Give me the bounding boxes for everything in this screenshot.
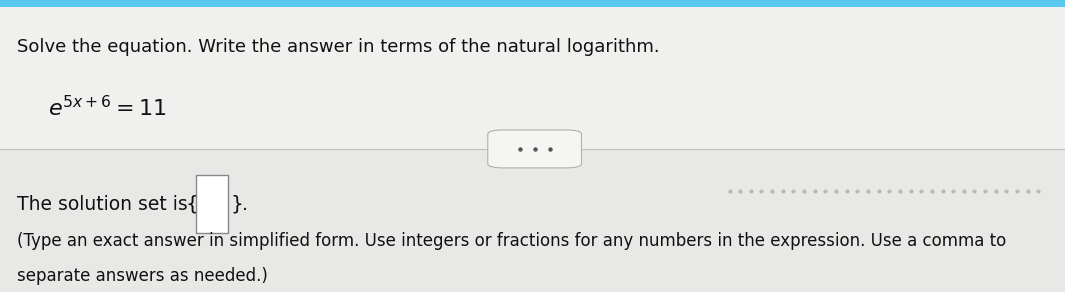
Text: $e^{5x+6}=11$: $e^{5x+6}=11$ <box>48 95 167 121</box>
Text: The solution set is: The solution set is <box>17 195 194 214</box>
Bar <box>0 0 1065 149</box>
FancyBboxPatch shape <box>196 175 228 233</box>
Bar <box>0 0 1065 7</box>
Bar <box>0 149 1065 292</box>
Text: (Type an exact answer in simplified form. Use integers or fractions for any numb: (Type an exact answer in simplified form… <box>17 232 1006 250</box>
Text: $\{$: $\{$ <box>185 193 198 215</box>
Text: $\}$: $\}$ <box>230 193 243 215</box>
Text: Solve the equation. Write the answer in terms of the natural logarithm.: Solve the equation. Write the answer in … <box>17 38 659 56</box>
Text: .: . <box>242 195 248 214</box>
FancyBboxPatch shape <box>488 130 581 168</box>
Text: separate answers as needed.): separate answers as needed.) <box>17 267 268 285</box>
